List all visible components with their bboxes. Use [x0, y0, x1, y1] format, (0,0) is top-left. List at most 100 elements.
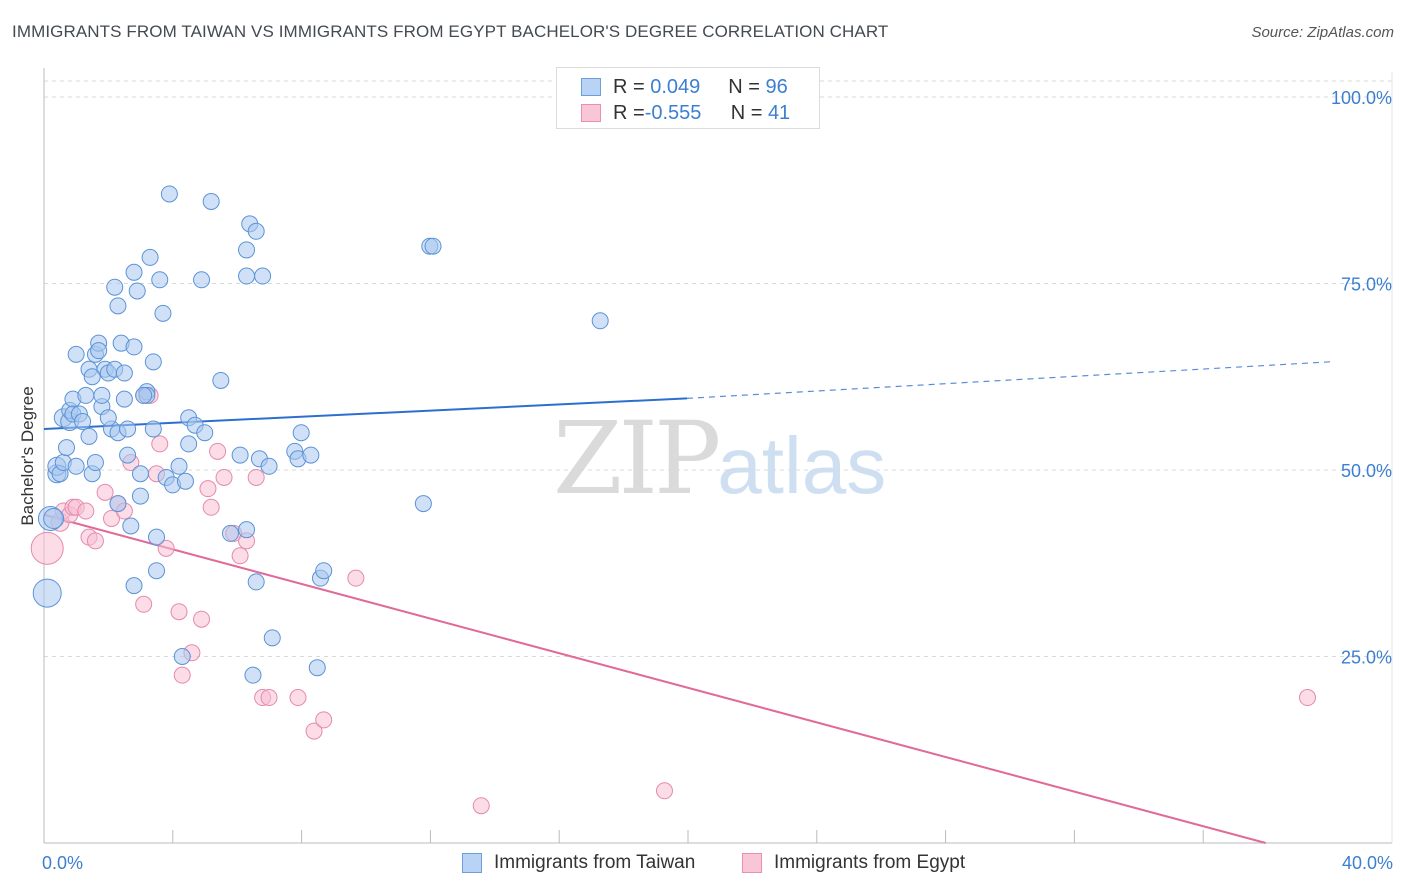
egypt-point	[315, 711, 333, 729]
legend-label-egypt: Immigrants from Egypt	[774, 852, 966, 873]
egypt-point	[96, 483, 114, 501]
taiwan-points	[32, 185, 609, 684]
axis-tick-labels: 25.0% 50.0% 75.0% 100.0% 0.0% 40.0%	[42, 88, 1393, 873]
taiwan-point	[247, 222, 265, 240]
taiwan-point	[308, 659, 326, 677]
taiwan-point	[315, 562, 333, 580]
taiwan-point	[221, 524, 239, 542]
egypt-point	[472, 797, 490, 815]
taiwan-point	[115, 390, 133, 408]
taiwan-point	[122, 517, 140, 535]
egypt-point	[247, 468, 265, 486]
taiwan-point	[292, 424, 310, 442]
taiwan-point	[93, 386, 111, 404]
taiwan-point	[125, 263, 143, 281]
taiwan-point	[247, 573, 265, 591]
taiwan-point	[154, 304, 172, 322]
trend-lines	[43, 361, 1331, 844]
legend-row-egypt: R = -0.555 N = 41	[581, 101, 790, 125]
taiwan-point	[231, 446, 249, 464]
taiwan-point	[119, 420, 137, 438]
taiwan-point	[141, 248, 159, 266]
taiwan-point	[77, 386, 95, 404]
egypt-point	[199, 480, 217, 498]
y-tick-label: 75.0%	[1341, 275, 1392, 295]
taiwan-point	[238, 521, 256, 539]
taiwan-point	[260, 457, 278, 475]
egypt-point	[260, 689, 278, 707]
egypt-point	[86, 532, 104, 550]
y-tick-label: 50.0%	[1341, 461, 1392, 481]
taiwan-trend-extension	[686, 361, 1331, 399]
taiwan-point	[414, 495, 432, 513]
egypt-point	[30, 531, 64, 565]
egypt-points	[30, 386, 1316, 815]
y-tick-label: 100.0%	[1331, 88, 1392, 108]
taiwan-point	[131, 487, 149, 505]
taiwan-point	[131, 465, 149, 483]
taiwan-point	[193, 271, 211, 289]
taiwan-point	[119, 446, 137, 464]
legend-item-egypt[interactable]: Immigrants from Egypt	[742, 852, 965, 874]
taiwan-point	[67, 457, 85, 475]
x-tick-label: 40.0%	[1342, 853, 1393, 873]
r-label: R =	[613, 75, 645, 98]
taiwan-point	[148, 528, 166, 546]
egypt-point	[135, 595, 153, 613]
taiwan-point	[254, 267, 272, 285]
x-tick-label: 0.0%	[42, 853, 83, 873]
taiwan-point	[202, 192, 220, 210]
taiwan-point	[302, 446, 320, 464]
egypt-legend-swatch	[742, 853, 762, 873]
chart-title: IMMIGRANTS FROM TAIWAN VS IMMIGRANTS FRO…	[12, 22, 889, 41]
taiwan-point	[151, 271, 169, 289]
taiwan-point	[160, 185, 178, 203]
taiwan-point	[43, 507, 65, 529]
taiwan-point	[148, 562, 166, 580]
taiwan-point	[238, 241, 256, 259]
taiwan-swatch	[581, 78, 601, 96]
egypt-point	[193, 610, 211, 628]
r-value: 0.049	[650, 75, 701, 98]
egypt-point	[170, 603, 188, 621]
egypt-point	[151, 435, 169, 453]
taiwan-point	[125, 338, 143, 356]
egypt-trend-line	[43, 513, 1266, 844]
taiwan-point	[74, 413, 92, 431]
taiwan-point	[115, 364, 133, 382]
taiwan-point	[263, 629, 281, 647]
taiwan-point	[128, 282, 146, 300]
taiwan-point	[99, 409, 117, 427]
taiwan-point	[125, 577, 143, 595]
egypt-point	[103, 509, 121, 527]
egypt-point	[77, 502, 95, 520]
taiwan-point	[176, 472, 194, 490]
egypt-swatch	[581, 104, 601, 122]
egypt-point	[231, 547, 249, 565]
taiwan-point	[90, 342, 108, 360]
n-value: 96	[765, 75, 788, 98]
taiwan-point	[83, 368, 101, 386]
taiwan-point	[135, 386, 153, 404]
taiwan-point	[80, 427, 98, 445]
n-label: N =	[730, 101, 763, 124]
egypt-point	[1298, 689, 1316, 707]
legend-row-taiwan: R = 0.049 N = 96	[581, 75, 788, 99]
source-credit: Source: ZipAtlas.com	[1251, 24, 1394, 41]
taiwan-legend-swatch	[462, 853, 482, 873]
taiwan-point	[106, 278, 124, 296]
taiwan-point	[109, 297, 127, 315]
taiwan-point	[170, 457, 188, 475]
taiwan-point	[144, 420, 162, 438]
y-axis-label: Bachelor's Degree	[18, 386, 37, 525]
legend-item-taiwan[interactable]: Immigrants from Taiwan	[462, 852, 695, 874]
y-tick-label: 25.0%	[1341, 648, 1392, 668]
correlation-legend: R = 0.049 N = 96 R = -0.555 N = 41	[556, 67, 820, 129]
taiwan-point	[196, 424, 214, 442]
egypt-point	[202, 498, 220, 516]
taiwan-point	[109, 495, 127, 513]
taiwan-point	[591, 312, 609, 330]
r-value: -0.555	[644, 101, 702, 124]
taiwan-point	[424, 237, 442, 255]
series-legend: Immigrants from Taiwan Immigrants from E…	[0, 852, 1406, 878]
